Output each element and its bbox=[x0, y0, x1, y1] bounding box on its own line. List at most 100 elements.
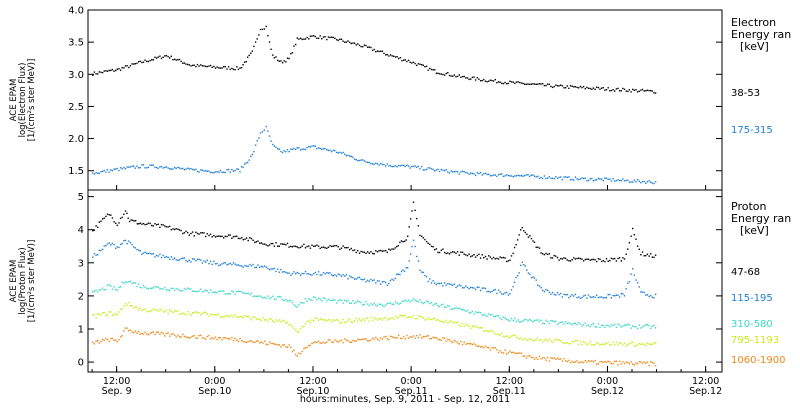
data-point bbox=[465, 77, 467, 79]
data-point bbox=[447, 321, 449, 324]
data-point bbox=[597, 342, 600, 345]
data-point bbox=[304, 38, 307, 40]
data-point bbox=[540, 358, 542, 360]
y-axis-label: ACE EPAM bbox=[9, 260, 19, 303]
data-point bbox=[635, 325, 637, 328]
data-point bbox=[385, 316, 387, 319]
data-point bbox=[483, 78, 485, 81]
data-point bbox=[437, 168, 439, 171]
data-point bbox=[546, 83, 549, 85]
data-point bbox=[172, 333, 174, 335]
data-point bbox=[201, 337, 204, 339]
data-point bbox=[127, 217, 129, 219]
data-point bbox=[610, 89, 613, 92]
x-tick-date: Sep.12 bbox=[689, 386, 722, 397]
data-point bbox=[116, 289, 118, 291]
data-point bbox=[582, 295, 585, 297]
data-point bbox=[466, 77, 469, 79]
data-point bbox=[119, 243, 122, 246]
data-point bbox=[332, 299, 334, 301]
data-point bbox=[461, 343, 464, 346]
data-point bbox=[288, 57, 290, 60]
data-point bbox=[332, 36, 334, 39]
data-point bbox=[227, 293, 230, 295]
data-point bbox=[268, 268, 271, 271]
data-point bbox=[638, 286, 640, 288]
data-point bbox=[335, 151, 338, 154]
data-point bbox=[385, 335, 387, 338]
data-point bbox=[196, 232, 199, 235]
data-point bbox=[221, 171, 223, 173]
data-point bbox=[291, 273, 294, 275]
data-point bbox=[121, 242, 123, 245]
data-point bbox=[430, 245, 433, 247]
data-point bbox=[111, 314, 114, 317]
data-point bbox=[355, 159, 357, 161]
data-point bbox=[208, 262, 210, 265]
data-point bbox=[175, 287, 177, 290]
data-point bbox=[569, 295, 572, 297]
data-point bbox=[394, 277, 396, 280]
data-point bbox=[358, 159, 361, 162]
data-point bbox=[599, 344, 601, 346]
data-point bbox=[270, 140, 272, 142]
data-point bbox=[489, 291, 492, 293]
data-point bbox=[558, 339, 560, 341]
data-point bbox=[542, 289, 544, 292]
plot-frame bbox=[87, 9, 723, 373]
data-point bbox=[391, 248, 393, 250]
data-point bbox=[526, 233, 528, 235]
legend-title: Proton bbox=[731, 200, 766, 213]
data-point bbox=[226, 293, 228, 295]
data-point bbox=[546, 253, 549, 256]
data-point bbox=[628, 324, 631, 326]
data-point bbox=[141, 223, 143, 225]
data-point bbox=[501, 257, 503, 259]
data-point bbox=[286, 321, 289, 324]
data-point bbox=[227, 315, 230, 317]
data-point bbox=[232, 316, 235, 318]
data-point bbox=[484, 345, 487, 347]
data-point bbox=[247, 265, 249, 267]
data-point bbox=[128, 302, 130, 304]
data-point bbox=[281, 271, 284, 273]
data-point bbox=[481, 174, 483, 176]
data-point bbox=[636, 179, 639, 181]
data-point bbox=[609, 361, 611, 363]
data-point bbox=[177, 228, 179, 230]
data-point bbox=[388, 55, 390, 57]
data-point bbox=[170, 310, 172, 313]
data-point bbox=[434, 248, 436, 251]
data-point bbox=[146, 287, 148, 289]
data-point bbox=[615, 341, 618, 344]
y-tick-label: 3.0 bbox=[68, 70, 84, 81]
data-point bbox=[496, 82, 498, 84]
data-point bbox=[172, 287, 174, 290]
data-point bbox=[640, 291, 642, 293]
data-point bbox=[272, 320, 274, 322]
data-point bbox=[563, 293, 565, 295]
data-point bbox=[263, 319, 266, 321]
data-point bbox=[646, 253, 649, 255]
data-point bbox=[519, 175, 521, 177]
data-point bbox=[160, 308, 163, 311]
data-point bbox=[646, 181, 649, 183]
data-point bbox=[337, 152, 339, 154]
data-point bbox=[605, 342, 608, 344]
data-point bbox=[314, 317, 316, 319]
data-point bbox=[427, 167, 429, 169]
data-point bbox=[512, 81, 514, 83]
data-point bbox=[470, 286, 472, 289]
y-axis-label: log(Proton Flux) bbox=[18, 247, 28, 314]
data-point bbox=[648, 180, 650, 182]
data-point bbox=[321, 318, 323, 320]
data-point bbox=[488, 290, 490, 293]
data-point bbox=[614, 180, 616, 182]
data-point bbox=[483, 330, 485, 332]
data-point bbox=[293, 147, 295, 150]
data-point bbox=[620, 342, 622, 345]
data-point bbox=[396, 56, 398, 58]
data-point bbox=[581, 177, 583, 179]
data-point bbox=[139, 60, 141, 62]
data-point bbox=[573, 341, 575, 343]
